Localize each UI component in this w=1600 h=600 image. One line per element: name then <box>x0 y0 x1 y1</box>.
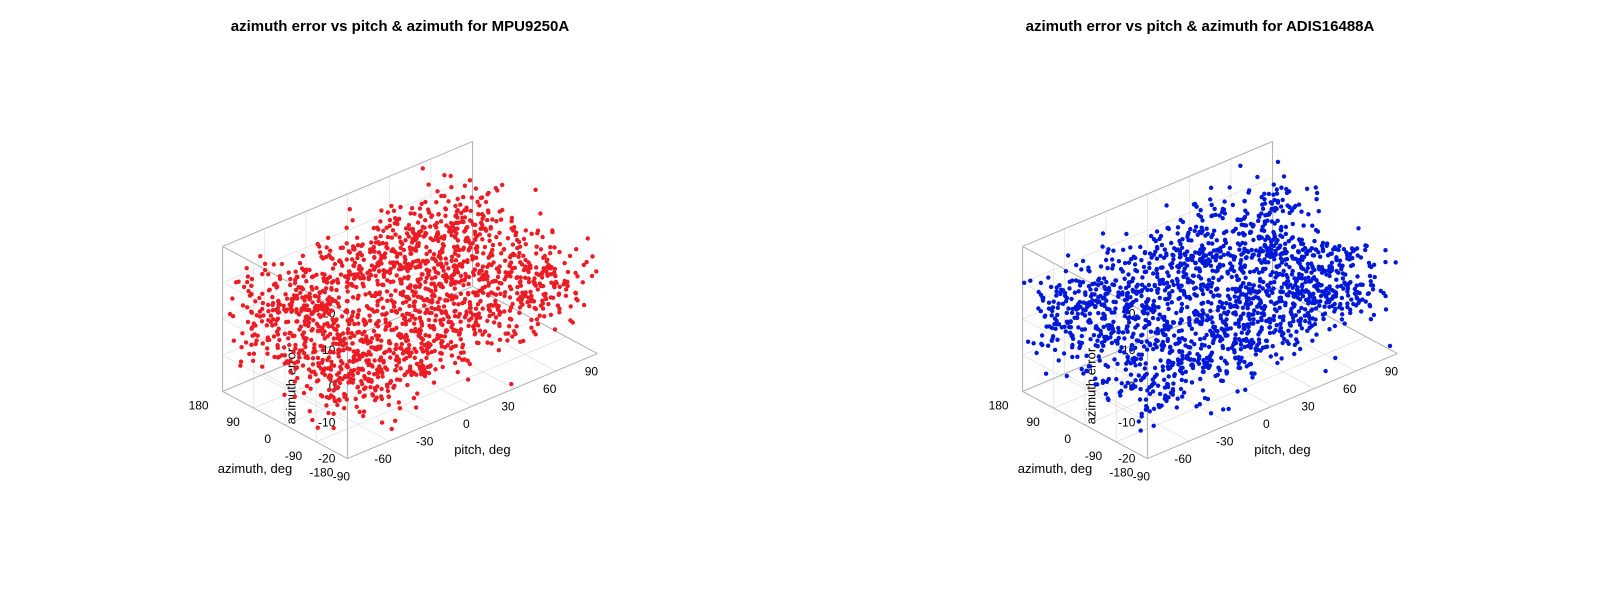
svg-text:0: 0 <box>463 417 470 431</box>
svg-text:30: 30 <box>1301 400 1315 414</box>
panel-left: azimuth error vs pitch & azimuth for MPU… <box>0 0 800 600</box>
svg-text:90: 90 <box>226 415 240 429</box>
svg-text:-180: -180 <box>309 466 333 480</box>
svg-text:0: 0 <box>1263 417 1270 431</box>
svg-text:60: 60 <box>1343 382 1357 396</box>
svg-text:pitch, deg: pitch, deg <box>454 442 510 457</box>
svg-text:-180: -180 <box>1109 466 1133 480</box>
svg-text:180: 180 <box>189 398 209 412</box>
svg-text:0: 0 <box>264 432 271 446</box>
svg-text:-30: -30 <box>1216 435 1234 449</box>
svg-text:90: 90 <box>1385 365 1399 379</box>
svg-text:60: 60 <box>543 382 557 396</box>
svg-text:0: 0 <box>1064 432 1071 446</box>
svg-text:azimuth, deg: azimuth, deg <box>218 461 292 476</box>
scatter-points <box>1022 160 1398 433</box>
svg-text:-90: -90 <box>333 470 351 484</box>
svg-text:-20: -20 <box>1118 452 1136 466</box>
svg-text:azimuth, deg: azimuth, deg <box>1018 461 1092 476</box>
svg-text:30: 30 <box>501 400 515 414</box>
svg-text:-30: -30 <box>416 435 434 449</box>
svg-text:-10: -10 <box>1118 415 1136 429</box>
scatter3d-left: -90-60-300306090-180-90090180-20-1001020… <box>0 0 800 600</box>
svg-text:180: 180 <box>989 398 1009 412</box>
scatter3d-right: -90-60-300306090-180-90090180-20-1001020… <box>800 0 1600 600</box>
svg-text:pitch, deg: pitch, deg <box>1254 442 1310 457</box>
svg-text:90: 90 <box>1026 415 1040 429</box>
svg-text:-90: -90 <box>1133 470 1151 484</box>
svg-text:-60: -60 <box>1174 452 1192 466</box>
svg-text:90: 90 <box>585 365 599 379</box>
svg-text:-20: -20 <box>318 452 336 466</box>
figure-row: azimuth error vs pitch & azimuth for MPU… <box>0 0 1600 600</box>
svg-text:-60: -60 <box>374 452 392 466</box>
panel-right: azimuth error vs pitch & azimuth for ADI… <box>800 0 1600 600</box>
